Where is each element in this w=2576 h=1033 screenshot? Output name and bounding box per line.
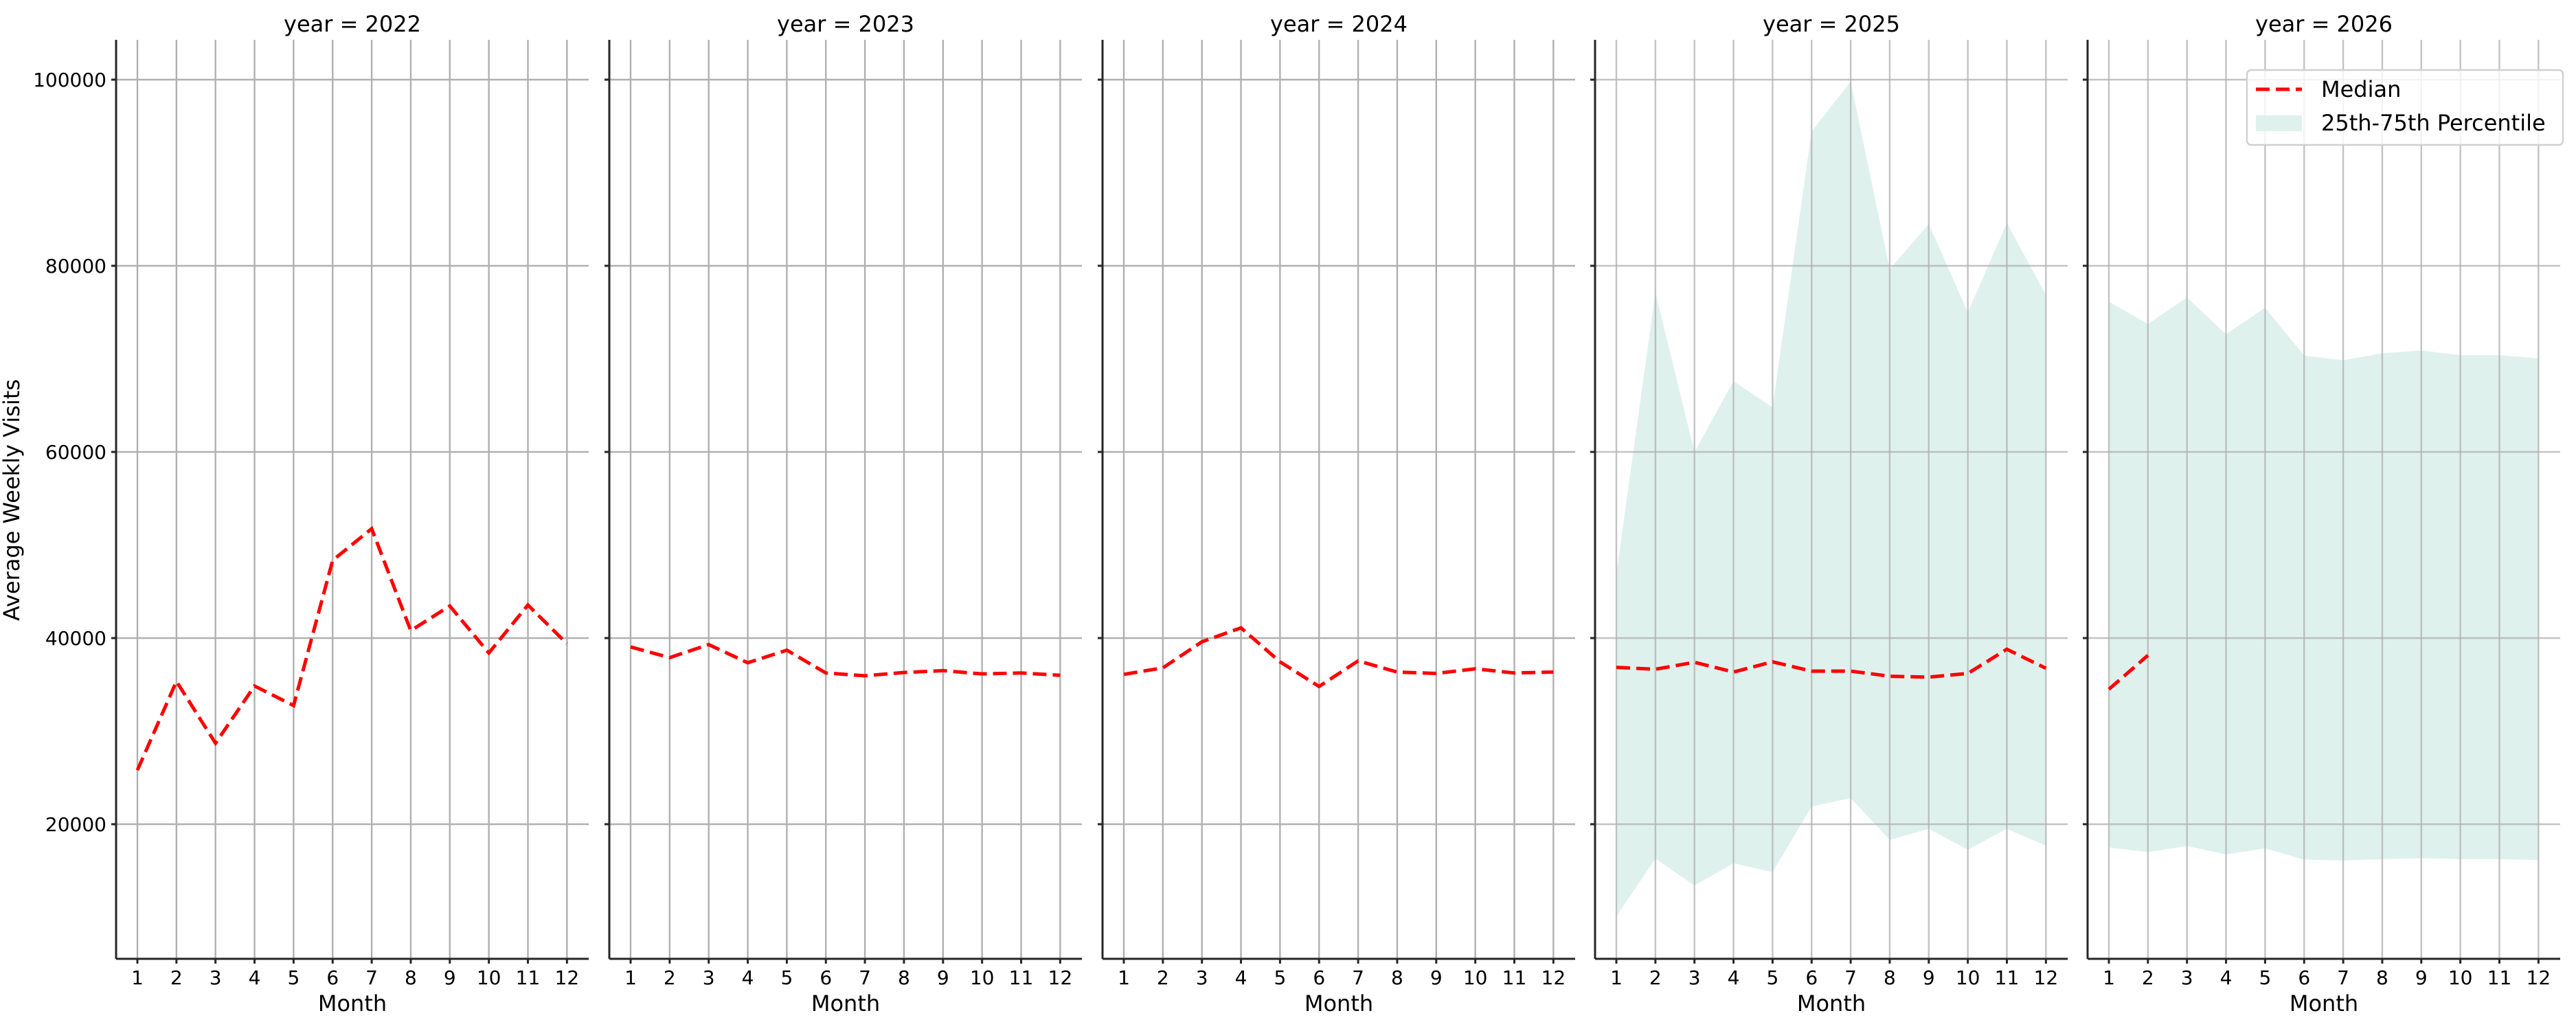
- median-line: [2108, 654, 2149, 691]
- x-tick-label: 1: [2103, 966, 2115, 989]
- y-tick-label: 60000: [45, 441, 106, 464]
- y-tick-label: 100000: [33, 69, 106, 91]
- x-tick-label: 3: [210, 966, 222, 989]
- x-axis-label: Month: [318, 990, 387, 1017]
- x-tick-label: 2: [2142, 966, 2154, 989]
- panel-title: year = 2023: [777, 11, 914, 37]
- x-tick-label: 5: [780, 966, 793, 989]
- x-tick-label: 7: [1352, 966, 1364, 989]
- x-tick-label: 5: [1766, 966, 1778, 989]
- x-axis-label: Month: [2290, 990, 2358, 1017]
- x-tick-label: 5: [2259, 966, 2271, 989]
- x-tick-label: 7: [859, 966, 871, 989]
- x-tick-label: 11: [1995, 966, 2020, 989]
- legend-band-swatch-icon: [2256, 115, 2302, 131]
- x-tick-label: 4: [742, 966, 754, 989]
- x-axis-label: Month: [1304, 990, 1373, 1017]
- x-tick-label: 10: [1956, 966, 1980, 989]
- x-tick-label: 3: [1688, 966, 1701, 989]
- x-tick-label: 1: [1118, 966, 1130, 989]
- x-tick-label: 1: [131, 966, 144, 989]
- x-tick-label: 6: [820, 966, 832, 989]
- x-tick-label: 9: [1430, 966, 1443, 989]
- y-tick-label: 80000: [45, 255, 106, 277]
- x-tick-label: 5: [287, 966, 300, 989]
- y-axis-label: Average Weekly Visits: [0, 379, 25, 621]
- median-line: [630, 642, 1061, 678]
- legend: Median 25th-75th Percentile: [2246, 69, 2564, 146]
- panel-title: year = 2026: [2255, 11, 2393, 37]
- y-tick-label: 20000: [45, 813, 106, 836]
- x-tick-label: 1: [1610, 966, 1623, 989]
- x-tick-label: 7: [1844, 966, 1857, 989]
- x-axis-label: Month: [1797, 990, 1866, 1017]
- median-line: [1616, 647, 2047, 679]
- x-tick-label: 2: [170, 966, 183, 989]
- panel-title: year = 2022: [284, 11, 421, 37]
- x-tick-label: 11: [516, 966, 541, 989]
- x-tick-label: 12: [2034, 966, 2059, 989]
- x-tick-label: 4: [1728, 966, 1740, 989]
- x-tick-label: 6: [2298, 966, 2310, 989]
- x-tick-label: 7: [2337, 966, 2349, 989]
- x-tick-label: 7: [365, 966, 378, 989]
- x-tick-label: 5: [1274, 966, 1286, 989]
- x-axis-label: Month: [811, 990, 880, 1017]
- x-tick-label: 9: [2415, 966, 2428, 989]
- x-tick-label: 6: [1805, 966, 1818, 989]
- x-tick-label: 8: [1391, 966, 1403, 989]
- panel-title: year = 2024: [1270, 11, 1408, 37]
- x-tick-label: 9: [937, 966, 949, 989]
- x-tick-label: 1: [624, 966, 637, 989]
- x-tick-label: 3: [1196, 966, 1208, 989]
- x-tick-label: 6: [326, 966, 339, 989]
- x-tick-label: 2: [664, 966, 676, 989]
- legend-median-label: Median: [2321, 76, 2401, 102]
- x-tick-label: 2: [1649, 966, 1662, 989]
- x-tick-label: 10: [2448, 966, 2473, 989]
- x-tick-label: 3: [703, 966, 715, 989]
- x-tick-label: 12: [1048, 966, 1073, 989]
- x-tick-label: 10: [970, 966, 995, 989]
- percentile-band: [1616, 81, 2046, 917]
- x-tick-label: 11: [2487, 966, 2512, 989]
- x-tick-label: 3: [2181, 966, 2193, 989]
- x-tick-label: 8: [1884, 966, 1896, 989]
- x-tick-label: 8: [405, 966, 417, 989]
- y-tick-label: 40000: [45, 627, 106, 650]
- legend-band-label: 25th-75th Percentile: [2321, 110, 2546, 136]
- panel-title: year = 2025: [1763, 11, 1900, 37]
- percentile-band: [2109, 297, 2539, 861]
- x-tick-label: 11: [1009, 966, 1034, 989]
- x-tick-label: 12: [2527, 966, 2551, 989]
- x-tick-label: 9: [1923, 966, 1935, 989]
- median-line: [135, 525, 569, 771]
- median-line: [1123, 626, 1554, 689]
- x-tick-label: 2: [1157, 966, 1169, 989]
- x-tick-label: 6: [1313, 966, 1325, 989]
- x-tick-label: 8: [898, 966, 910, 989]
- x-tick-label: 11: [1502, 966, 1527, 989]
- x-tick-label: 9: [444, 966, 456, 989]
- x-tick-label: 4: [249, 966, 261, 989]
- legend-frame: [2246, 69, 2564, 146]
- x-tick-label: 8: [2376, 966, 2388, 989]
- x-tick-label: 10: [477, 966, 501, 989]
- x-tick-label: 4: [1235, 966, 1247, 989]
- x-tick-label: 4: [2220, 966, 2233, 989]
- x-tick-label: 10: [1463, 966, 1488, 989]
- x-tick-label: 12: [1541, 966, 1566, 989]
- x-tick-label: 12: [555, 966, 580, 989]
